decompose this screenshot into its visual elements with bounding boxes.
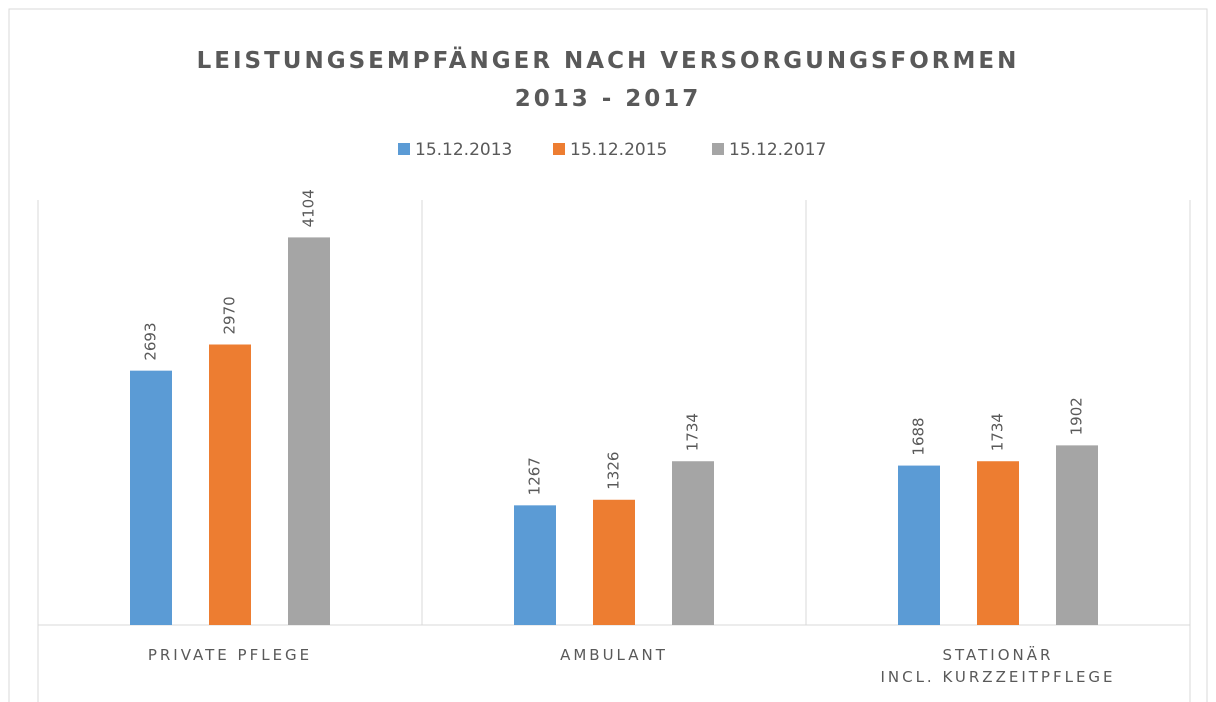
legend-swatch — [553, 143, 565, 155]
bar — [514, 505, 556, 625]
bar — [1056, 445, 1098, 625]
data-label: 1902 — [1068, 397, 1086, 435]
frame — [8, 8, 1208, 702]
data-label: 1734 — [684, 413, 702, 451]
legend-label: 15.12.2013 — [415, 140, 512, 160]
bar — [593, 499, 635, 625]
bar — [209, 344, 251, 625]
chart-title: LEISTUNGSEMPFÄNGER NACH VERSORGUNGSFORME… — [196, 48, 1020, 112]
bar — [672, 461, 714, 625]
data-label: 1267 — [526, 457, 544, 495]
bar — [130, 370, 172, 625]
data-label: 2693 — [142, 322, 160, 360]
legend-label: 15.12.2015 — [570, 140, 667, 160]
bar — [898, 465, 940, 625]
bar — [288, 237, 330, 625]
data-label: 4104 — [300, 189, 318, 227]
legend-label: 15.12.2017 — [729, 140, 826, 160]
bar — [977, 461, 1019, 625]
data-label: 1326 — [605, 452, 623, 490]
data-label: 2970 — [221, 296, 239, 334]
x-tick-label: AMBULANT — [560, 646, 668, 664]
x-tick-label: STATIONÄR INCL. KURZZEITPFLEGE — [880, 646, 1116, 686]
data-label: 1734 — [989, 413, 1007, 451]
x-tick-label: PRIVATE PFLEGE — [147, 646, 313, 664]
legend-swatch — [712, 143, 724, 155]
legend-swatch — [398, 143, 410, 155]
data-label: 1688 — [910, 417, 928, 455]
